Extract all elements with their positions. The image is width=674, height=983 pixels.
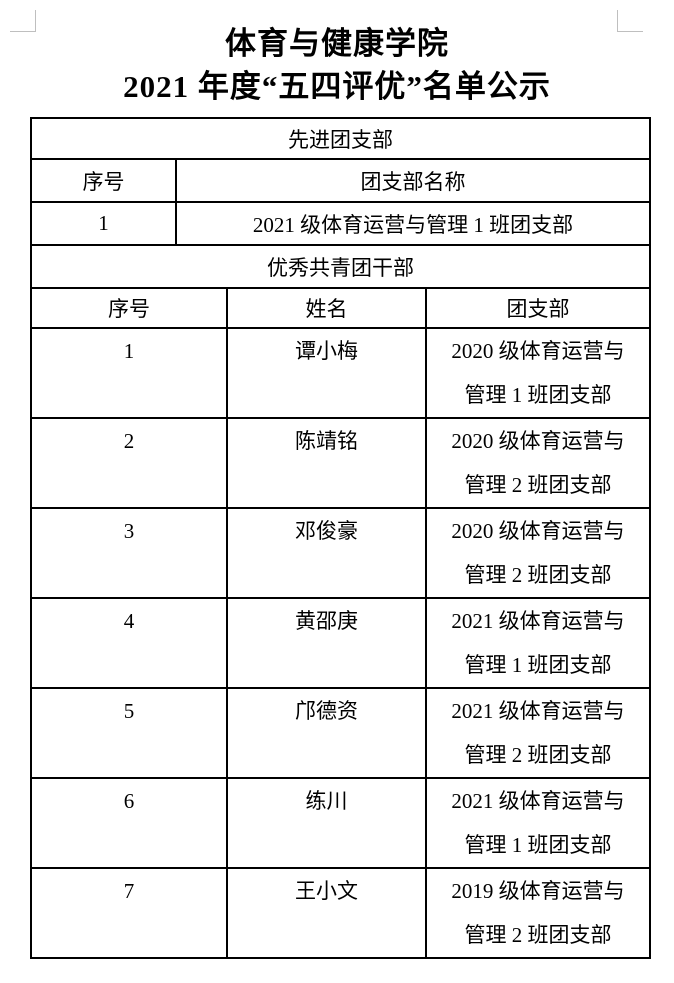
cell-branch: 2021 级体育运营与 管理 1 班团支部 — [425, 597, 651, 689]
section2-banner: 优秀共青团干部 — [30, 244, 651, 289]
cell-index: 6 — [30, 777, 228, 869]
branch-line-1: 2020 级体育运营与 — [451, 519, 625, 543]
cell-branch: 2021 级体育运营与 管理 2 班团支部 — [425, 687, 651, 779]
table-row: 1 谭小梅 2020 级体育运营与 管理 1 班团支部 — [30, 327, 651, 419]
cell-branch: 2020 级体育运营与 管理 2 班团支部 — [425, 507, 651, 599]
branch-line-2: 管理 2 班团支部 — [464, 563, 612, 587]
table-row: 4 黄邵庚 2021 级体育运营与 管理 1 班团支部 — [30, 597, 651, 689]
cell-name: 练川 — [226, 777, 427, 869]
branch-line-1: 2020 级体育运营与 — [451, 339, 625, 363]
branch-line-1: 2020 级体育运营与 — [451, 429, 625, 453]
branch-line-1: 2021 级体育运营与 — [451, 699, 625, 723]
cell-name: 黄邵庚 — [226, 597, 427, 689]
section2-banner-row: 优秀共青团干部 — [30, 244, 651, 289]
branch-line-2: 管理 2 班团支部 — [464, 923, 612, 947]
cell-index: 4 — [30, 597, 228, 689]
award-table: 先进团支部 序号 团支部名称 1 2021 级体育运营与管理 1 班团支部 优秀… — [30, 117, 651, 959]
section1-banner: 先进团支部 — [30, 117, 651, 160]
branch-line-2: 管理 2 班团支部 — [464, 473, 612, 497]
cell-index: 1 — [30, 327, 228, 419]
branch-line-2: 管理 1 班团支部 — [464, 833, 612, 857]
section1-banner-row: 先进团支部 — [30, 117, 651, 160]
section1-data-row: 1 2021 级体育运营与管理 1 班团支部 — [30, 201, 651, 246]
section1-header-branch-name: 团支部名称 — [175, 158, 651, 203]
branch-line-1: 2021 级体育运营与 — [451, 789, 625, 813]
cell-index: 3 — [30, 507, 228, 599]
margin-corner-mark-left — [10, 10, 36, 32]
section2-header-index: 序号 — [30, 287, 228, 329]
margin-corner-mark-right — [617, 10, 643, 32]
branch-line-1: 2019 级体育运营与 — [451, 879, 625, 903]
section1-header-index: 序号 — [30, 158, 177, 203]
table-row: 7 王小文 2019 级体育运营与 管理 2 班团支部 — [30, 867, 651, 959]
section2-header-branch: 团支部 — [425, 287, 651, 329]
branch-line-1: 2021 级体育运营与 — [451, 609, 625, 633]
cell-name: 谭小梅 — [226, 327, 427, 419]
cell-index: 2 — [30, 417, 228, 509]
cell-branch: 2020 级体育运营与 管理 2 班团支部 — [425, 417, 651, 509]
section2-header-name: 姓名 — [226, 287, 427, 329]
cell-name: 陈靖铭 — [226, 417, 427, 509]
branch-line-2: 管理 2 班团支部 — [464, 743, 612, 767]
cell-index: 5 — [30, 687, 228, 779]
page-title: 体育与健康学院 2021 年度“五四评优”名单公示 — [0, 22, 674, 108]
cell-branch: 2020 级体育运营与 管理 1 班团支部 — [425, 327, 651, 419]
title-line-2: 2021 年度“五四评优”名单公示 — [123, 69, 551, 104]
title-line-1: 体育与健康学院 — [225, 26, 449, 61]
branch-line-2: 管理 1 班团支部 — [464, 383, 612, 407]
table-row: 6 练川 2021 级体育运营与 管理 1 班团支部 — [30, 777, 651, 869]
cell-name: 王小文 — [226, 867, 427, 959]
section2-header-row: 序号 姓名 团支部 — [30, 287, 651, 329]
cell-branch: 2019 级体育运营与 管理 2 班团支部 — [425, 867, 651, 959]
cell-branch-name: 2021 级体育运营与管理 1 班团支部 — [175, 201, 651, 246]
section1-header-row: 序号 团支部名称 — [30, 158, 651, 203]
cell-name: 邝德资 — [226, 687, 427, 779]
cell-branch: 2021 级体育运营与 管理 1 班团支部 — [425, 777, 651, 869]
table-row: 5 邝德资 2021 级体育运营与 管理 2 班团支部 — [30, 687, 651, 779]
cell-index: 7 — [30, 867, 228, 959]
branch-line-2: 管理 1 班团支部 — [464, 653, 612, 677]
cell-index: 1 — [30, 201, 177, 246]
table-row: 3 邓俊豪 2020 级体育运营与 管理 2 班团支部 — [30, 507, 651, 599]
table-row: 2 陈靖铭 2020 级体育运营与 管理 2 班团支部 — [30, 417, 651, 509]
cell-name: 邓俊豪 — [226, 507, 427, 599]
